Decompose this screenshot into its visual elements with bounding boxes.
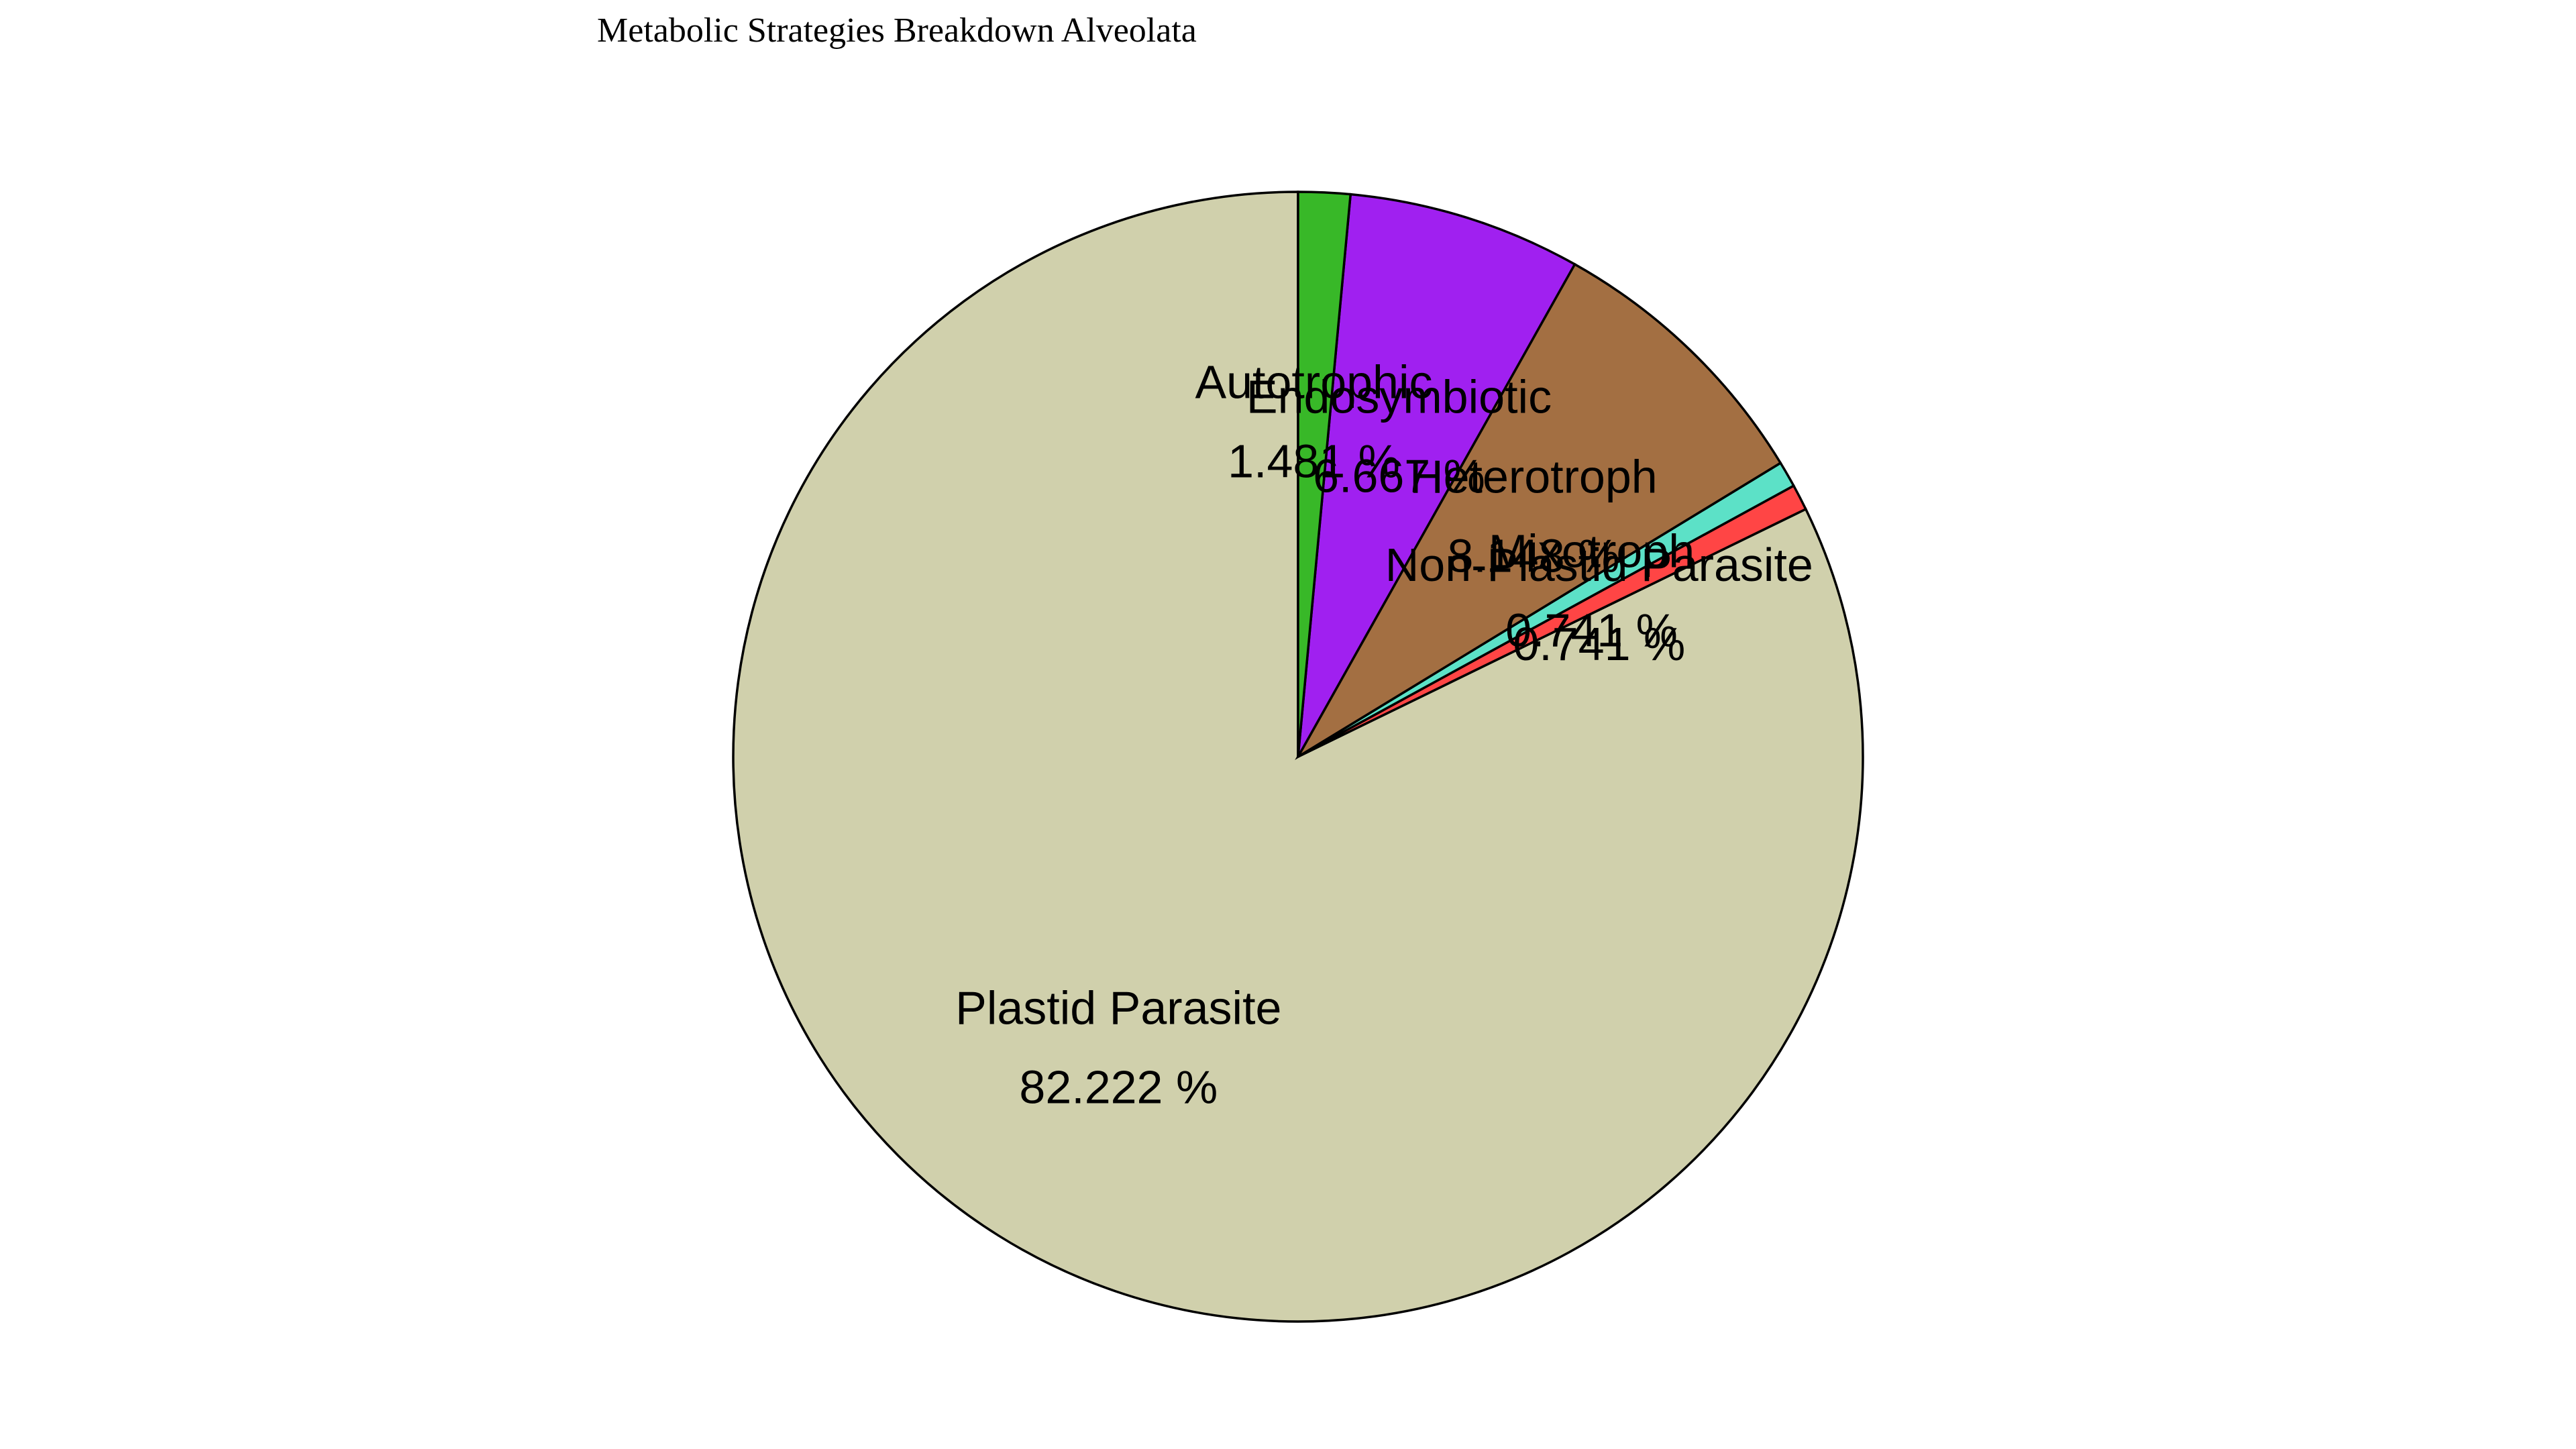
slice-name: Endosymbiotic	[1246, 371, 1552, 423]
slice-percent: 82.222 %	[1019, 1061, 1218, 1113]
slice-label-autotrophic: Autotrophic 1.481 %	[1195, 356, 1432, 487]
pie-slice-plastid-parasite	[732, 191, 1864, 1323]
chart-title: Metabolic Strategies Breakdown Alveolata	[597, 11, 1197, 50]
slice-percent: 0.741 %	[1505, 604, 1678, 656]
slice-name: Autotrophic	[1195, 356, 1432, 408]
slice-name: Non-Plastid Parasite	[1385, 539, 1813, 591]
slice-name: Plastid Parasite	[955, 981, 1281, 1034]
slice-label-mixotroph: Mixotroph 0.741 %	[1489, 525, 1695, 656]
pie-slice-endosymbiotic	[1297, 193, 1576, 757]
pie-labels: Plastid Parasite 82.222 % Non-Plastid Para…	[955, 356, 1813, 1113]
pie-slices	[732, 191, 1864, 1323]
slice-label-plastid-parasite: Plastid Parasite 82.222 %	[955, 981, 1281, 1113]
slice-percent: 1.481 %	[1228, 435, 1400, 487]
slice-percent: 0.741 %	[1513, 618, 1685, 670]
pie-slice-autotrophic	[1297, 191, 1352, 757]
pie-slice-heterotroph	[1295, 262, 1782, 760]
slice-label-non-plastid-parasite: Non-Plastid Parasite 0.741 %	[1385, 539, 1813, 670]
slice-percent: 6.667 %	[1313, 450, 1485, 502]
slice-name: Mixotroph	[1489, 525, 1695, 577]
slice-label-endosymbiotic: Endosymbiotic 6.667 %	[1246, 371, 1552, 502]
slice-name: Heterotroph	[1409, 451, 1658, 503]
slice-label-heterotroph: Heterotroph 8.148 %	[1409, 451, 1658, 582]
slice-percent: 8.148 %	[1447, 530, 1619, 582]
